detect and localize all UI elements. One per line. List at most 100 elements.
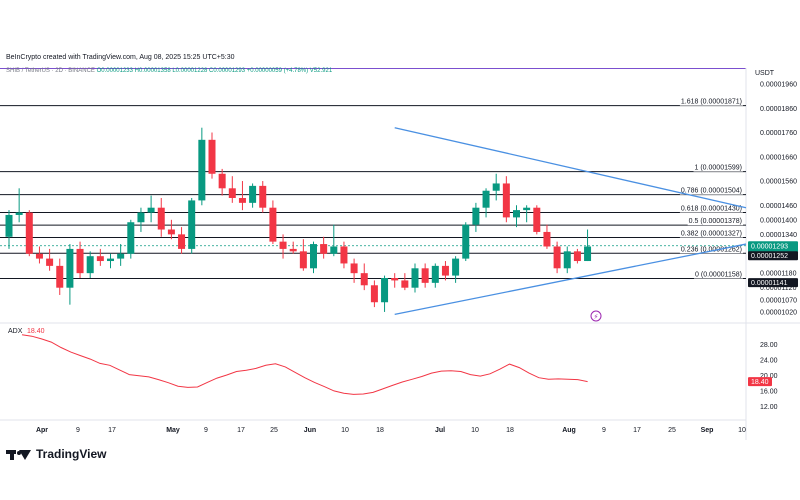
chart-credit: BeInCrypto created with TradingView.com,… bbox=[6, 54, 235, 61]
x-tick-label: Sep bbox=[701, 427, 714, 434]
volume-readout: V52.921 bbox=[309, 68, 333, 74]
x-tick-label: 18 bbox=[376, 427, 384, 434]
candle-body bbox=[350, 263, 358, 274]
candle-body bbox=[340, 246, 348, 264]
candle-body bbox=[218, 173, 226, 189]
y-tick-label: 0.00001180 bbox=[760, 271, 797, 278]
currency-label: USDT bbox=[755, 70, 775, 77]
candle-body bbox=[381, 278, 389, 303]
y-tick-label: 0.00001120 bbox=[760, 285, 797, 292]
candle-body bbox=[421, 268, 429, 283]
adx-tick-label: 28.00 bbox=[760, 342, 778, 349]
candle-body bbox=[513, 210, 520, 218]
x-tick-label: 18 bbox=[506, 427, 514, 434]
candle-body bbox=[147, 207, 155, 213]
candle-body bbox=[137, 212, 145, 223]
candle-body bbox=[76, 248, 84, 274]
y-tick-label: 0.00001560 bbox=[760, 179, 797, 186]
x-tick-label: Jul bbox=[435, 427, 445, 434]
candle-body bbox=[249, 185, 257, 203]
fib-level-label: 0.382 (0.00001327) bbox=[681, 231, 742, 238]
x-tick-label: 25 bbox=[270, 427, 278, 434]
lightning-glyph: ⚡ bbox=[594, 313, 599, 321]
fib-level-label: 1 (0.00001599) bbox=[695, 165, 742, 172]
x-tick-label: 17 bbox=[108, 427, 116, 434]
candle-body bbox=[452, 258, 460, 276]
candle-body bbox=[117, 253, 125, 259]
candle-body bbox=[472, 207, 480, 225]
tradingview-wordmark: TradingView bbox=[36, 447, 107, 461]
candle-body bbox=[86, 256, 94, 274]
x-tick-label: 17 bbox=[237, 427, 245, 434]
adx-tick-label: 12.00 bbox=[760, 404, 778, 411]
ohlc-readout: O0.00001233 H0.00001358 L0.00001228 C0.0… bbox=[96, 68, 309, 74]
fib-label-bg bbox=[679, 98, 743, 106]
top-border bbox=[0, 68, 746, 69]
price-tag-label: 0.00001141 bbox=[751, 280, 788, 287]
candle-body bbox=[543, 231, 551, 247]
adx-tick-label: 20.00 bbox=[760, 373, 778, 380]
symbol-bar: SHIB / TetherUS · 2D · BINANCE O0.000012… bbox=[6, 68, 332, 74]
y-tick-label: 0.00001660 bbox=[760, 154, 797, 161]
candle-body bbox=[482, 190, 490, 208]
candle-body bbox=[25, 212, 33, 254]
candle-body bbox=[208, 139, 216, 174]
x-tick-label: Apr bbox=[36, 427, 48, 434]
x-tick-label: 17 bbox=[633, 427, 641, 434]
y-tick-label: 0.00001460 bbox=[760, 203, 797, 210]
candle-body bbox=[96, 256, 104, 262]
candle-body bbox=[553, 246, 561, 269]
candle-body bbox=[523, 207, 531, 211]
candle-body bbox=[401, 280, 409, 288]
fib-label-bg bbox=[679, 205, 743, 213]
lightning-icon bbox=[590, 310, 602, 322]
fib-label-bg bbox=[679, 230, 743, 238]
adx-tick-label: 16.00 bbox=[760, 388, 778, 395]
candle-body bbox=[238, 198, 246, 203]
x-tick-label: May bbox=[166, 427, 180, 434]
adx-line bbox=[21, 334, 588, 395]
x-tick-label: 9 bbox=[602, 427, 606, 434]
candle-body bbox=[411, 268, 419, 288]
adx-value-tag-label: 18.40 bbox=[751, 379, 769, 386]
fib-level-label: 0.618 (0.00001430) bbox=[681, 206, 742, 213]
fib-level-label: 0.5 (0.00001378) bbox=[689, 218, 742, 225]
fib-level-label: 0 (0.00001158) bbox=[695, 271, 742, 278]
candle-body bbox=[320, 244, 328, 254]
x-tick-label: 10 bbox=[341, 427, 349, 434]
candle-body bbox=[167, 229, 175, 235]
candle-body bbox=[198, 139, 206, 201]
tradingview-logo: TradingView bbox=[6, 447, 106, 461]
tradingview-icon bbox=[6, 448, 32, 460]
candle-body bbox=[259, 185, 267, 208]
candle-body bbox=[46, 258, 54, 266]
symbol-name: SHIB / TetherUS · 2D · BINANCE bbox=[6, 68, 95, 74]
candle-body bbox=[431, 265, 439, 283]
candle-body bbox=[360, 273, 368, 286]
y-tick-label: 0.00001070 bbox=[760, 297, 797, 304]
y-tick-label: 0.00001960 bbox=[760, 82, 797, 89]
candle-body bbox=[563, 251, 571, 269]
triangle-trendline bbox=[394, 127, 747, 209]
fib-label-bg bbox=[693, 164, 743, 172]
fib-label-bg bbox=[687, 218, 743, 226]
y-tick-label: 0.00001400 bbox=[760, 217, 797, 224]
x-tick-label: 9 bbox=[204, 427, 208, 434]
candle-body bbox=[584, 246, 592, 262]
x-tick-label: 10 bbox=[738, 427, 746, 434]
price-tag bbox=[748, 251, 798, 261]
candle-body bbox=[299, 251, 307, 269]
candle-body bbox=[107, 258, 114, 262]
fib-level-label: 0.786 (0.00001504) bbox=[681, 188, 742, 195]
candle-body bbox=[462, 224, 470, 259]
x-tick-label: Jun bbox=[304, 427, 316, 434]
candle-body bbox=[289, 248, 297, 252]
candle-body bbox=[370, 285, 378, 303]
adx-label: ADX bbox=[8, 328, 23, 335]
candle-body bbox=[127, 222, 135, 254]
candle-body bbox=[330, 246, 338, 254]
candle-body bbox=[441, 265, 449, 276]
fib-label-bg bbox=[679, 246, 743, 254]
candle-body bbox=[279, 241, 287, 249]
candle-body bbox=[15, 212, 23, 215]
